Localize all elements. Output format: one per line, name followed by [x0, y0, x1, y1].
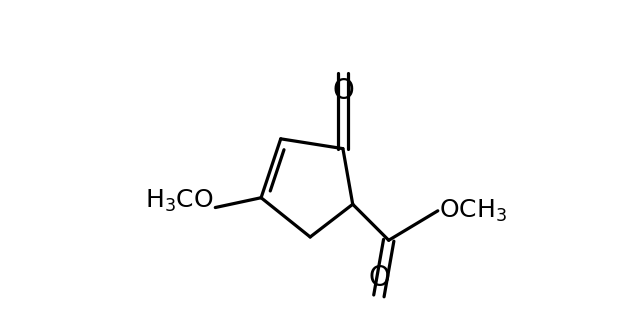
Text: H$_3$CO: H$_3$CO [145, 188, 214, 214]
Text: O: O [368, 264, 390, 292]
Text: O: O [332, 77, 354, 105]
Text: OCH$_3$: OCH$_3$ [440, 198, 508, 224]
